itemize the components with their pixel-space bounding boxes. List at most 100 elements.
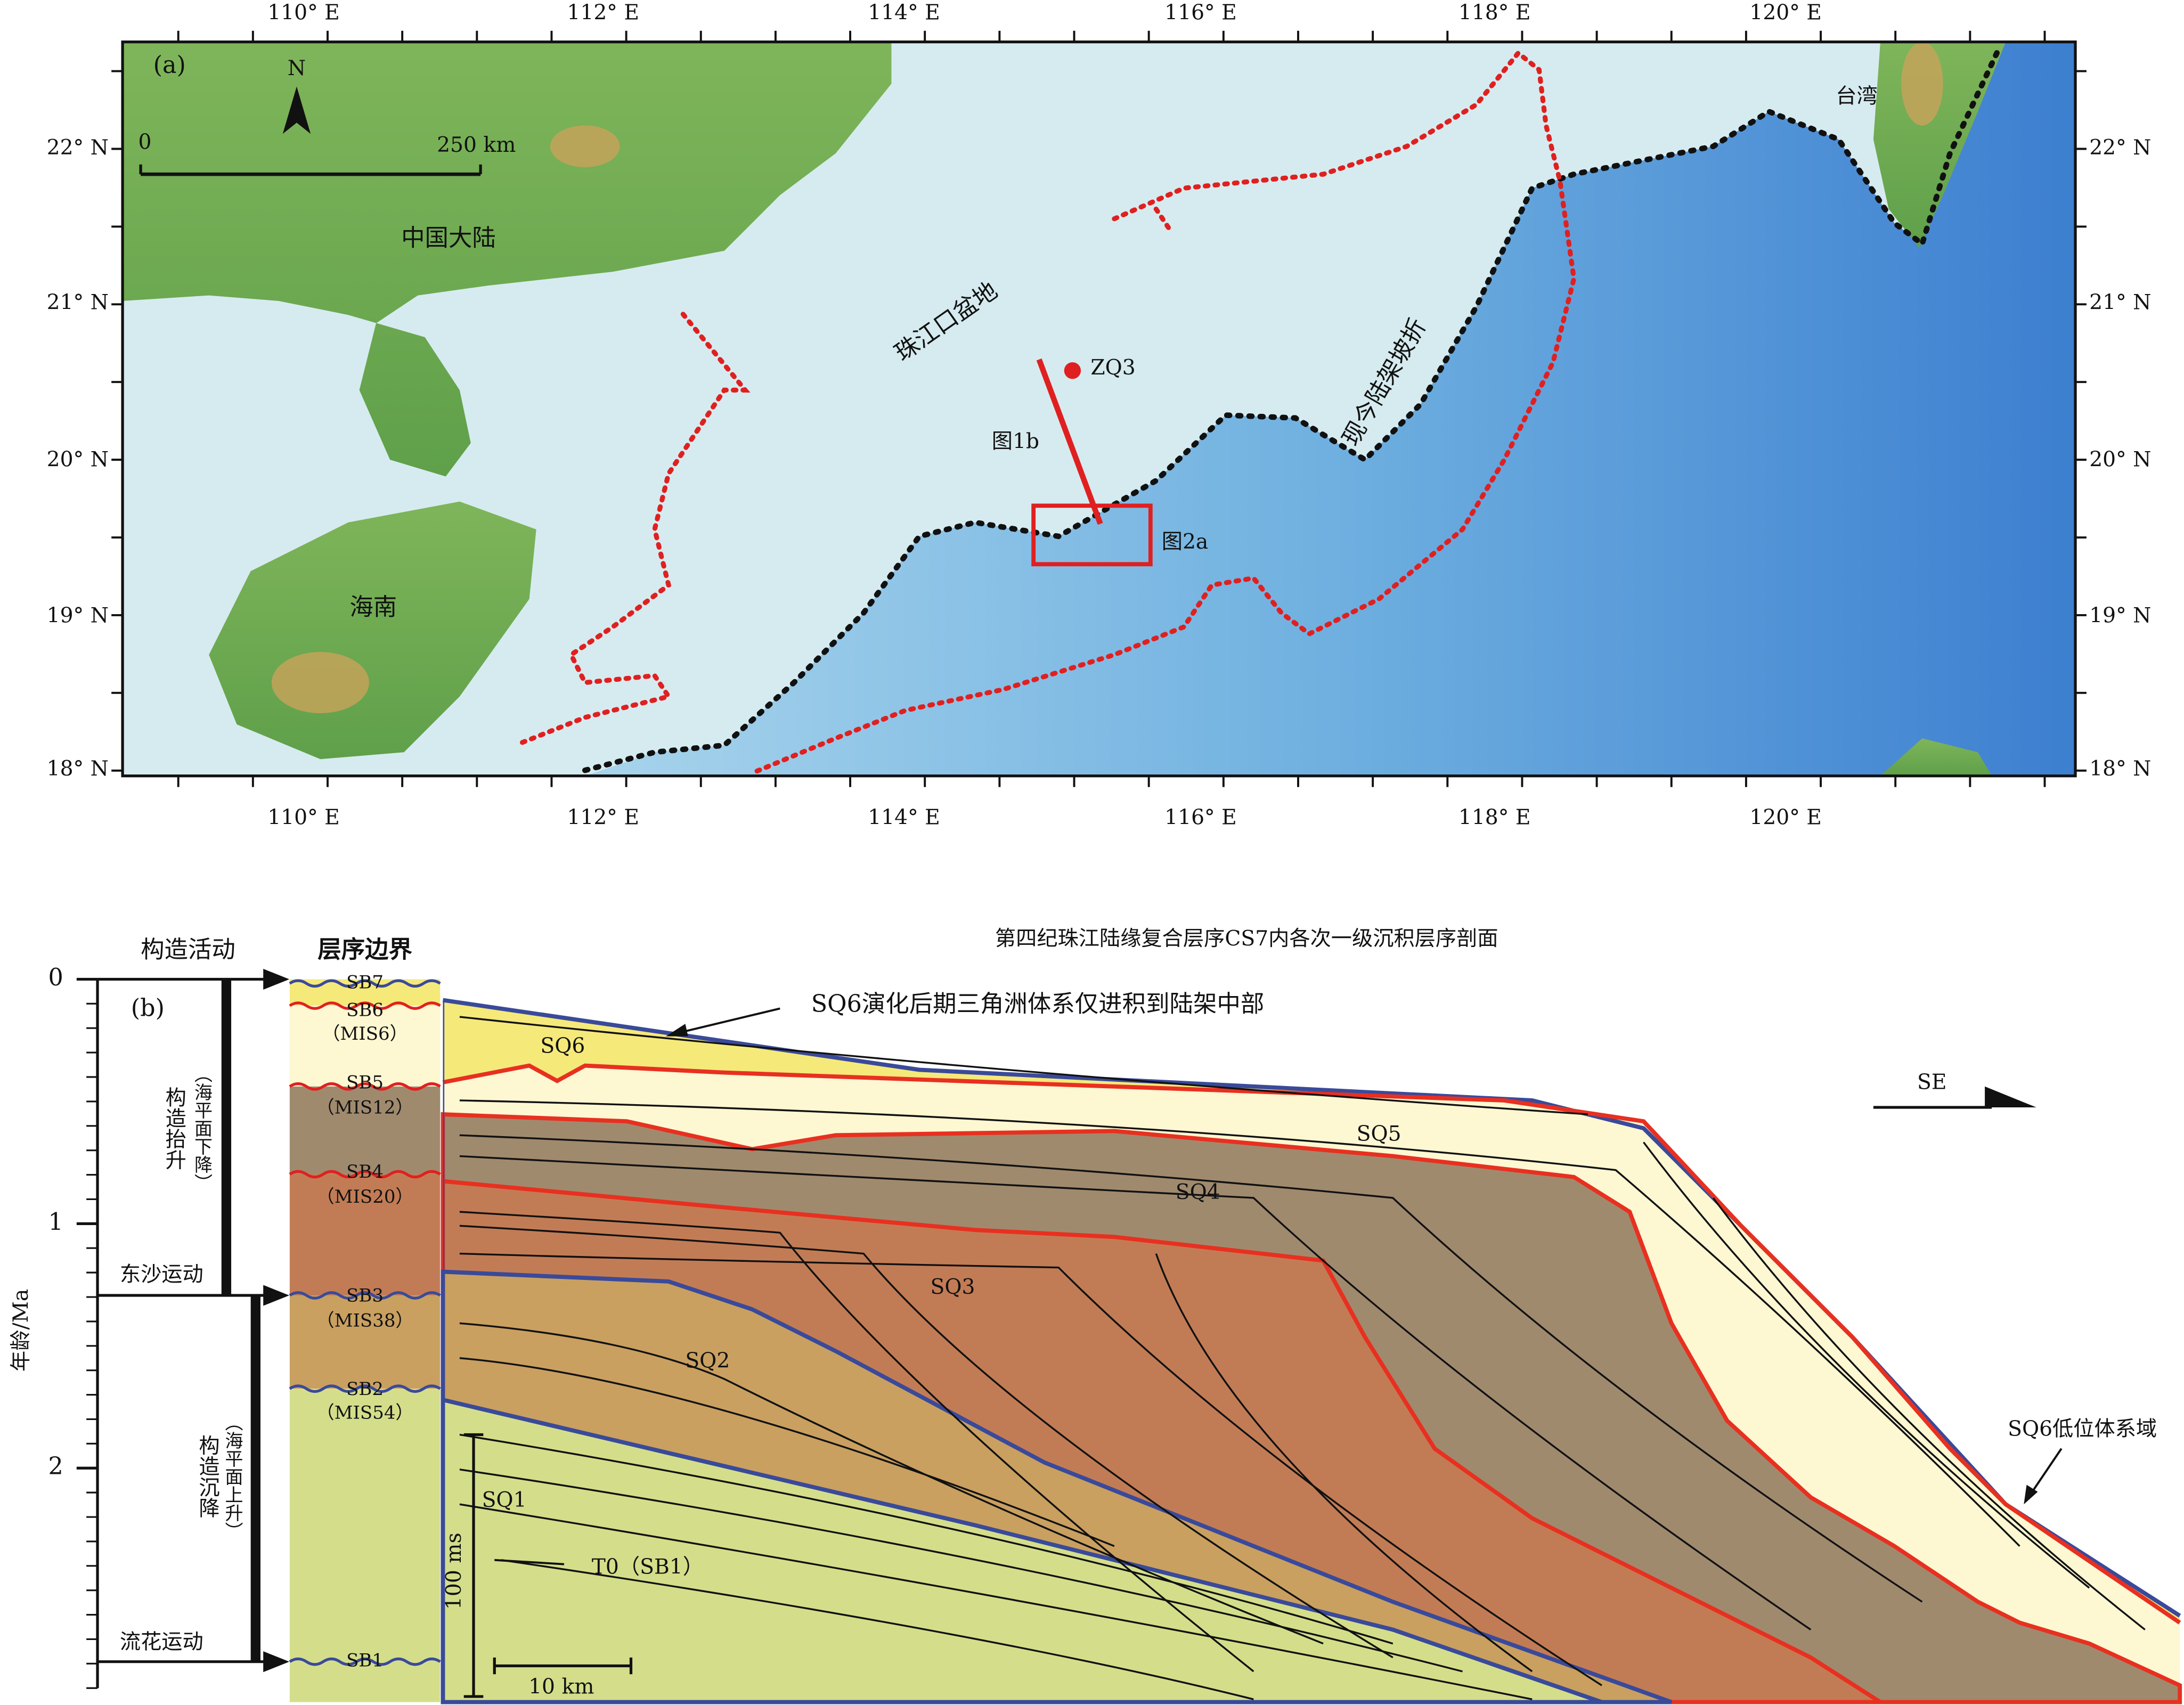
lat-label: 20° N bbox=[47, 448, 109, 472]
boundary-name: SB2 bbox=[346, 1378, 384, 1400]
boundary-name: SB4 bbox=[346, 1161, 384, 1182]
scale-label: 100 ms bbox=[442, 1532, 466, 1610]
scale-label: 10 km bbox=[528, 1675, 594, 1699]
profile-label: 图1b bbox=[992, 430, 1039, 454]
study-box bbox=[1031, 503, 1153, 567]
boundary-column bbox=[289, 979, 441, 1702]
lon-label: 120° E bbox=[1749, 1, 1822, 25]
direction-arrow-head bbox=[1985, 1086, 2036, 1108]
direction-label: SE bbox=[1917, 1071, 1947, 1095]
annotation: T0（SB1） bbox=[592, 1555, 704, 1579]
lat-label: 18° N bbox=[2089, 757, 2151, 781]
boundary-mis: （MIS20） bbox=[316, 1186, 414, 1208]
boundary-mis: （MIS38） bbox=[316, 1310, 414, 1332]
tectonic-event: 流花运动 bbox=[120, 1630, 203, 1654]
column-header: 构造活动 bbox=[141, 936, 235, 964]
age-axis-label: 年龄/Ma bbox=[9, 1289, 33, 1372]
mainland bbox=[123, 42, 892, 477]
sequence-label: SQ5 bbox=[1357, 1122, 1401, 1146]
place-label: 中国大陆 bbox=[401, 224, 496, 251]
section-title: 第四纪珠江陆缘复合层序CS7内各次一级沉积层序剖面 bbox=[995, 927, 1498, 951]
lon-label: 114° E bbox=[868, 806, 940, 830]
age-tick-label: 1 bbox=[48, 1209, 63, 1236]
cross-section bbox=[441, 998, 2182, 1704]
sequence-label: SQ1 bbox=[482, 1488, 527, 1512]
section: 第四纪珠江陆缘复合层序CS7内各次一级沉积层序剖面 构造活动 层序边界 年龄/M… bbox=[9, 927, 2182, 1704]
tectonic-label: （海平面上升） bbox=[222, 1413, 243, 1540]
scale-start: 0 bbox=[138, 130, 151, 154]
box-label: 图2a bbox=[1162, 530, 1209, 554]
north-label: N bbox=[288, 56, 306, 80]
column-header: 层序边界 bbox=[317, 936, 412, 964]
lon-label: 110° E bbox=[267, 1, 340, 25]
lat-label: 20° N bbox=[2089, 448, 2151, 472]
sequence-label: SQ2 bbox=[685, 1349, 730, 1373]
well-site bbox=[1064, 362, 1081, 379]
annotation: SQ6演化后期三角洲体系仅进积到陆架中部 bbox=[811, 991, 1265, 1018]
lat-label: 22° N bbox=[47, 136, 109, 160]
lat-label: 21° N bbox=[2089, 290, 2151, 314]
tectonic-label: 构造抬升 bbox=[162, 1087, 186, 1170]
boundary-name: SB3 bbox=[346, 1285, 384, 1307]
uplift-bar bbox=[221, 979, 232, 1296]
annotation: SQ6低位体系域 bbox=[2008, 1417, 2157, 1441]
lon-label: 118° E bbox=[1458, 806, 1531, 830]
boundary-name: SB6 bbox=[346, 1000, 384, 1021]
lon-label: 118° E bbox=[1458, 1, 1531, 25]
profile-line bbox=[1036, 358, 1103, 525]
sequence-label: SQ6 bbox=[540, 1034, 585, 1058]
scale-end: 250 km bbox=[437, 133, 516, 157]
lon-label: 120° E bbox=[1749, 806, 1822, 830]
boundary-mis: （MIS12） bbox=[316, 1097, 414, 1119]
basin-boundary bbox=[519, 50, 1577, 776]
age-tick-label: 0 bbox=[48, 964, 63, 991]
lon-label: 110° E bbox=[267, 806, 340, 830]
north-arrow bbox=[282, 86, 311, 134]
boundary-mis: （MIS6） bbox=[322, 1023, 408, 1045]
panel-label: (b) bbox=[131, 994, 165, 1022]
lat-label: 19° N bbox=[2089, 604, 2151, 628]
sequence-label: SQ3 bbox=[931, 1275, 975, 1299]
boundary-waves bbox=[289, 979, 441, 1666]
subsidence-bar bbox=[250, 1295, 260, 1662]
lon-label: 114° E bbox=[868, 1, 940, 25]
lat-label: 21° N bbox=[47, 290, 109, 314]
annotation-arrow-head bbox=[665, 1024, 688, 1037]
lat-label: 19° N bbox=[47, 604, 109, 628]
tectonic-event: 东沙运动 bbox=[120, 1262, 203, 1286]
relief bbox=[271, 42, 1943, 714]
tectonic-arrows bbox=[97, 968, 290, 1673]
boundary-name: SB1 bbox=[346, 1650, 384, 1671]
panel-label: (a) bbox=[153, 52, 186, 79]
deep-sea bbox=[585, 42, 2076, 776]
sequence-label: SQ4 bbox=[1176, 1180, 1220, 1204]
annotation-line bbox=[494, 1559, 565, 1565]
map: 110° E 110° E 112° E 112° E 114° E 114° E 116°… bbox=[47, 1, 2152, 829]
lon-label: 112° E bbox=[567, 806, 639, 830]
map-ticks: 110° E 110° E 112° E 112° E 114° E 114° E 116°… bbox=[47, 1, 2152, 829]
well-label: ZQ3 bbox=[1090, 356, 1135, 380]
place-label: 台湾 bbox=[1836, 84, 1877, 108]
lat-label: 18° N bbox=[47, 757, 109, 781]
lon-label: 112° E bbox=[567, 1, 639, 25]
place-label: 海南 bbox=[349, 593, 397, 621]
age-tick-label: 2 bbox=[48, 1453, 63, 1480]
map-frame bbox=[121, 40, 2077, 778]
annotation-arrow bbox=[2028, 1448, 2063, 1497]
age-ticks: 0 1 2 bbox=[48, 964, 98, 1689]
tectonic-label: （海平面下降） bbox=[191, 1065, 213, 1192]
annotation-arrow bbox=[675, 1007, 780, 1035]
luzon bbox=[1880, 738, 1992, 776]
shelf-break-line bbox=[582, 46, 2002, 773]
scale-bars bbox=[463, 1433, 633, 1698]
boundary-name: SB5 bbox=[346, 1072, 384, 1094]
annotation-arrow-head bbox=[2024, 1484, 2038, 1505]
lon-label: 116° E bbox=[1164, 1, 1237, 25]
boundary-mis: （MIS54） bbox=[316, 1402, 414, 1423]
lon-label: 116° E bbox=[1164, 806, 1237, 830]
tectonic-label: 构造沉降 bbox=[195, 1434, 219, 1518]
lat-label: 22° N bbox=[2089, 136, 2151, 160]
boundary-name: SB7 bbox=[346, 972, 384, 993]
